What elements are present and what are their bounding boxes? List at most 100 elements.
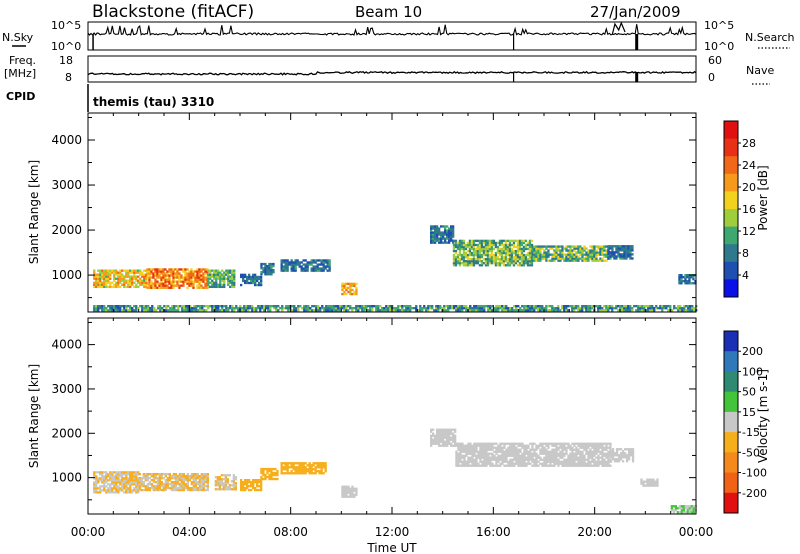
pow-cell xyxy=(309,309,312,312)
pow-cell xyxy=(551,247,554,250)
pow-cell xyxy=(571,249,574,252)
vel-cell xyxy=(463,456,466,459)
pow-cell xyxy=(349,292,352,296)
pow-cell xyxy=(440,235,443,238)
pow-cell xyxy=(237,309,240,312)
vel-cell xyxy=(152,485,155,488)
vel-cell xyxy=(347,485,350,488)
pow-cell xyxy=(335,307,338,310)
pow-cell xyxy=(160,278,163,281)
vel-cell xyxy=(146,475,149,478)
vel-cell xyxy=(115,489,118,492)
vel-cell xyxy=(95,471,98,474)
pow-cell xyxy=(247,305,250,308)
pow-cell xyxy=(468,245,472,249)
vel-cell xyxy=(276,471,279,475)
pow-cell xyxy=(129,283,132,286)
vel-cell xyxy=(168,479,171,482)
vel-cell xyxy=(499,456,502,459)
vel-cell xyxy=(535,454,538,457)
vel-cell xyxy=(129,487,132,490)
pow-cell xyxy=(436,227,439,230)
pow-cell xyxy=(417,309,420,312)
pow-cell xyxy=(553,253,556,256)
pow-cell xyxy=(227,307,230,310)
pow-cell xyxy=(306,265,309,268)
pow-cell xyxy=(292,261,295,264)
pow-cell xyxy=(129,269,132,272)
pow-cell xyxy=(472,258,476,261)
vel-cell xyxy=(519,462,522,465)
vel-cell xyxy=(260,487,263,490)
pow-cell xyxy=(186,280,189,283)
pow-cell xyxy=(117,305,120,308)
vel-cell xyxy=(123,485,126,488)
pow-cell xyxy=(109,271,112,274)
pow-cell xyxy=(103,285,106,289)
vel-cell xyxy=(192,481,195,484)
pow-cell xyxy=(265,307,268,310)
pow-cell xyxy=(575,257,578,260)
pow-cell xyxy=(115,269,118,272)
pow-cell xyxy=(555,255,558,258)
vel-cell xyxy=(537,444,540,447)
colorbar-swatch xyxy=(724,209,738,227)
vel-cell xyxy=(475,442,478,445)
pow-cell xyxy=(504,247,508,251)
pow-cell xyxy=(255,307,258,310)
pow-cell xyxy=(272,262,275,266)
pow-cell xyxy=(603,245,606,248)
pow-cell xyxy=(111,305,114,308)
pow-cell xyxy=(182,276,185,279)
pow-cell xyxy=(219,279,222,282)
pow-cell xyxy=(470,243,474,247)
vel-cell xyxy=(469,446,472,449)
velocity-colorbar-tick-label: -100 xyxy=(742,467,767,480)
pow-cell xyxy=(506,253,510,257)
vel-cell xyxy=(557,460,560,463)
vel-cell xyxy=(577,452,580,455)
pow-cell xyxy=(209,277,212,280)
vel-cell xyxy=(140,479,143,482)
pow-cell xyxy=(565,307,568,310)
pow-cell xyxy=(512,241,516,245)
pow-cell xyxy=(231,281,234,284)
vel-cell xyxy=(131,477,134,480)
vel-cell xyxy=(324,470,327,473)
pow-cell xyxy=(508,241,512,245)
pow-cell xyxy=(579,307,582,310)
pow-cell xyxy=(284,269,287,272)
pow-cell xyxy=(691,305,694,308)
pow-cell xyxy=(154,278,157,281)
vel-cell xyxy=(591,460,594,463)
ytick-label: 1000 xyxy=(51,471,82,485)
vel-cell xyxy=(186,481,189,484)
vel-cell xyxy=(503,458,506,461)
pow-cell xyxy=(537,245,540,248)
vel-cell xyxy=(133,481,136,484)
vel-cell xyxy=(454,438,457,441)
pow-cell xyxy=(535,257,538,260)
pow-cell xyxy=(99,269,102,272)
vel-cell xyxy=(430,442,433,445)
vel-cell xyxy=(547,458,550,461)
pow-cell xyxy=(113,275,116,278)
pow-cell xyxy=(229,269,232,272)
pow-cell xyxy=(520,255,524,259)
pow-cell xyxy=(192,272,195,275)
pow-cell xyxy=(211,279,214,282)
pow-cell xyxy=(571,259,574,262)
pow-cell xyxy=(127,309,130,312)
vel-cell xyxy=(573,454,576,457)
pow-cell xyxy=(355,309,358,312)
pow-cell xyxy=(243,305,246,308)
vel-cell xyxy=(184,483,187,486)
vel-cell xyxy=(483,448,486,451)
pow-cell xyxy=(176,282,179,285)
pow-cell xyxy=(211,285,214,289)
vel-cell xyxy=(597,444,600,447)
pow-cell xyxy=(488,245,492,249)
vel-cell xyxy=(105,475,108,478)
pow-cell xyxy=(237,307,240,310)
freq-trace xyxy=(87,70,697,82)
